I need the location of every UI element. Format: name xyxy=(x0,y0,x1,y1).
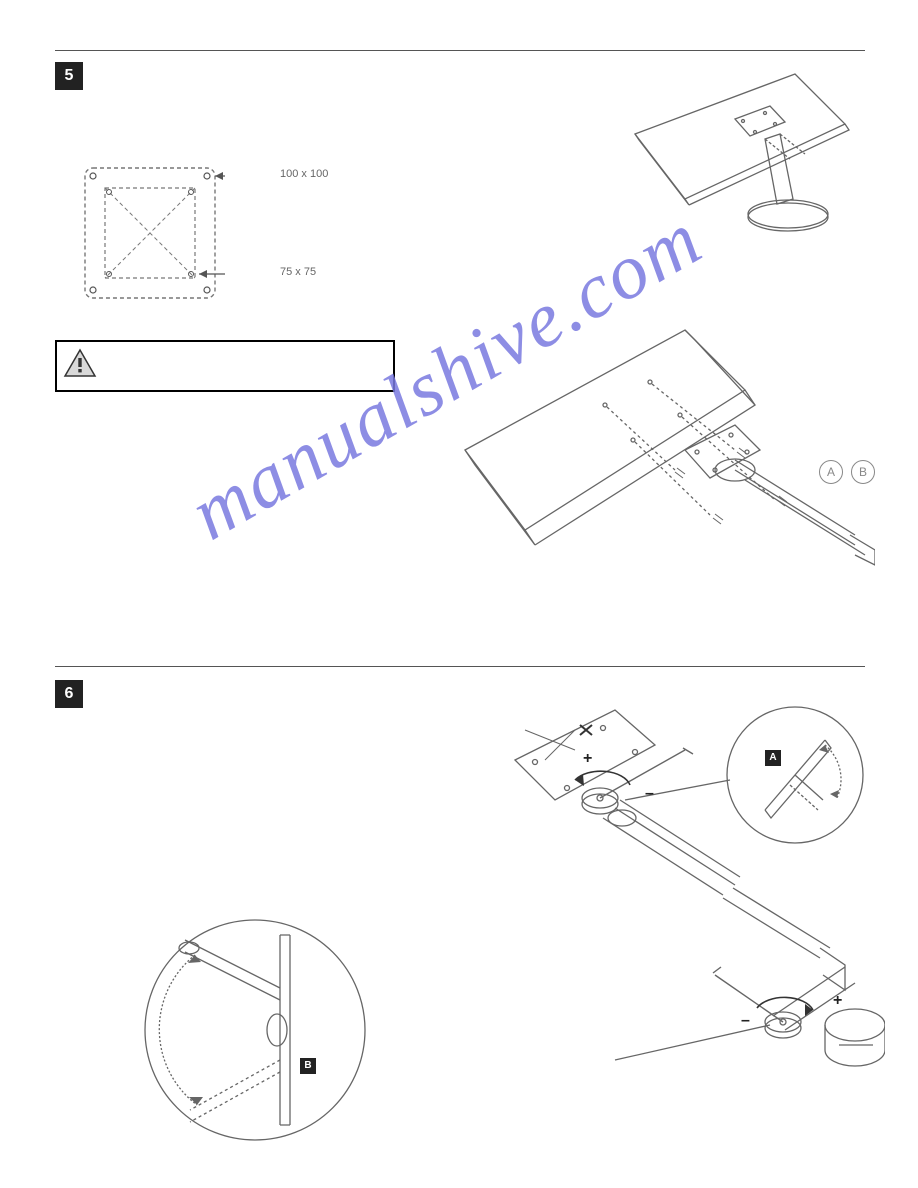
tension-adjust-diagram xyxy=(425,690,885,1170)
hardware-circle-a: A xyxy=(819,460,843,484)
hardware-circle-b: B xyxy=(851,460,875,484)
upper-minus: – xyxy=(645,785,654,803)
step-number-6: 6 xyxy=(55,680,83,708)
warning-box xyxy=(55,340,395,392)
vesa-pattern-diagram xyxy=(75,158,225,308)
arm-lift-range-circle xyxy=(125,900,385,1160)
lower-minus: – xyxy=(741,1012,750,1030)
sub-step-a: A xyxy=(765,750,781,766)
lower-plus: + xyxy=(833,992,842,1010)
sub-step-b: B xyxy=(300,1058,316,1074)
attach-monitor-arm xyxy=(435,300,875,650)
step-number-5: 5 xyxy=(55,62,83,90)
vesa-label-100: 100 x 100 xyxy=(280,168,328,180)
warning-icon xyxy=(63,348,97,378)
vesa-label-75: 75 x 75 xyxy=(280,266,316,278)
upper-plus: + xyxy=(583,750,592,768)
monitor-remove-stand xyxy=(615,64,865,244)
